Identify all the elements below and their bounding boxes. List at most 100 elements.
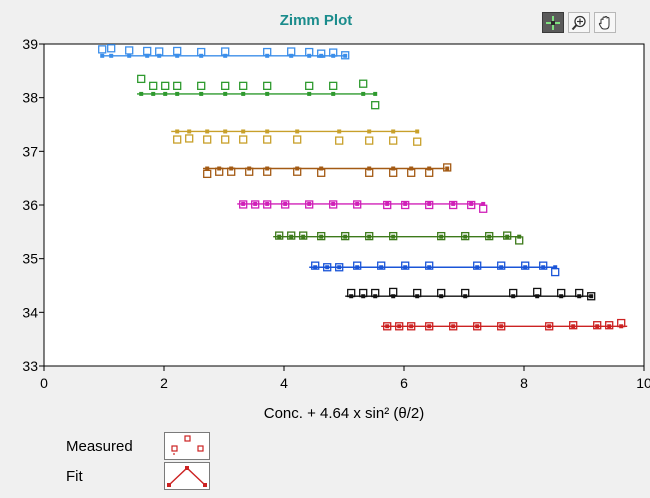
fit-point [385,201,390,206]
fit-point [367,234,372,239]
zoom-tool-button[interactable] [568,12,590,33]
fit-point [337,129,342,134]
measured-point [263,200,272,209]
fit-point [325,265,330,270]
fit-point [199,91,204,96]
measured-point [449,200,458,210]
fit-point [223,91,228,96]
measured-point [395,322,404,331]
x-tick-label: 0 [40,375,48,391]
measured-point [461,288,470,298]
measured-point [467,200,476,210]
fit-point [475,324,480,329]
fit-point [589,294,594,299]
measured-point [461,231,470,241]
fit-point [223,53,228,58]
measured-point [575,288,584,298]
series-1 [98,44,350,60]
measured-point [389,136,398,145]
measured-point [197,47,206,57]
measured-point [203,135,212,144]
fit-point [151,91,156,96]
measured-point [521,261,530,270]
fit-point [373,91,378,96]
measured-point [263,135,272,144]
fit-point [451,201,456,206]
measured-point [509,288,518,298]
y-tick-label: 33 [22,358,38,374]
measured-point [305,200,314,209]
measured-point [221,135,230,144]
y-tick-label: 34 [22,304,38,320]
fit-point [415,129,420,134]
measured-point [221,81,230,91]
fit-point [403,265,408,270]
fit-point [277,234,282,239]
fit-point [307,201,312,206]
measured-point [293,167,302,176]
fit-point [100,53,105,58]
fit-point [427,201,432,206]
cursor-tool-button[interactable] [542,12,564,33]
measured-point [401,261,410,270]
hand-icon [598,15,610,29]
pan-tool-button[interactable] [594,12,616,33]
legend-swatch-fit[interactable] [164,462,210,490]
plot-area[interactable] [43,43,645,367]
measured-point [383,200,392,210]
fit-point [205,166,210,171]
fit-point [157,53,162,58]
fit-point [337,265,342,270]
legend-label-measured: Measured [66,437,133,455]
measured-point [185,134,194,143]
measured-point [341,231,350,241]
fit-point [265,91,270,96]
series-6 [273,231,524,245]
measured-point [155,47,164,56]
fit-point [409,166,414,171]
measured-point [323,263,332,272]
fit-point [499,265,504,270]
measured-point [449,322,458,331]
fit-point [427,265,432,270]
measured-point [359,288,368,298]
fit-point [595,324,600,329]
measured-point [245,167,254,176]
measured-point [437,231,446,241]
measured-point [263,81,272,91]
measured-point [437,288,446,298]
fit-point [397,324,402,329]
fit-point [241,129,246,134]
legend-item-measured: Measured [66,432,210,460]
fit-point [403,201,408,206]
fit-point [319,166,324,171]
measured-point [317,168,326,177]
measured-point [299,231,308,240]
measured-point [407,168,416,177]
measured-point [125,46,134,55]
fit-point [355,265,360,270]
measured-point [359,79,368,88]
measured-point [347,288,356,298]
fit-point [139,91,144,96]
measured-point [383,322,392,331]
fit-point [553,265,558,270]
x-tick-label: 6 [400,375,408,391]
legend-swatch-measured[interactable] [164,432,210,460]
fit-point [145,53,150,58]
measured-point [551,267,560,277]
measured-point [473,322,482,331]
measured-point [365,231,374,241]
fit-point [289,234,294,239]
measured-point [305,81,314,91]
measured-point [149,81,158,91]
measured-point [353,200,362,209]
measured-point [239,200,248,209]
measured-point [173,46,182,56]
y-tick-label: 35 [22,251,38,267]
fit-point [223,129,228,134]
fit-point [469,201,474,206]
fit-point [175,129,180,134]
fit-point [445,166,450,171]
